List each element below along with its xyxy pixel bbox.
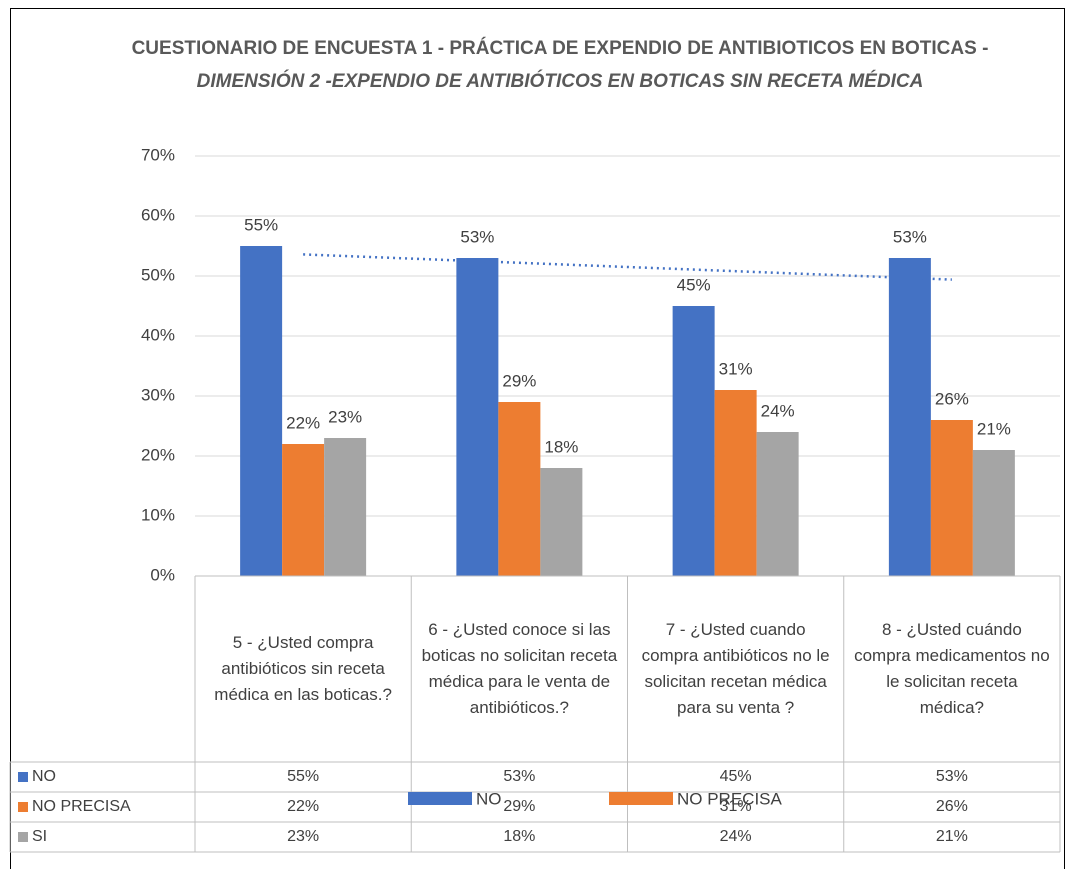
bar — [888, 258, 931, 576]
table-row-label: NO PRECISA — [32, 798, 131, 815]
table-cell: 21% — [935, 828, 968, 845]
y-tick-label: 60% — [141, 205, 175, 224]
chart-subtitle: DIMENSIÓN 2 -EXPENDIO DE ANTIBIÓTICOS EN… — [196, 71, 924, 92]
data-label: 53% — [460, 227, 494, 246]
bar — [930, 420, 973, 576]
category-label: 5 - ¿Usted compra antibióticos sin recet… — [214, 633, 392, 704]
y-tick-label: 0% — [150, 565, 175, 584]
table-cell: 55% — [287, 768, 320, 785]
category-label: 6 - ¿Usted conoce si las boticas no soli… — [421, 620, 618, 717]
table-cell: 24% — [719, 828, 752, 845]
data-label: 55% — [244, 215, 278, 234]
category-label: 7 - ¿Usted cuando compra antibióticos no… — [641, 620, 830, 717]
table-cell: 29% — [503, 798, 536, 815]
table-row-label: NO — [32, 768, 56, 785]
y-tick-label: 10% — [141, 505, 175, 524]
bar — [498, 402, 541, 576]
legend-swatch — [408, 792, 472, 805]
bar — [324, 438, 367, 576]
category-label: 8 - ¿Usted cuándo compra medicamentos no… — [854, 620, 1050, 717]
data-label: 18% — [544, 437, 578, 456]
table-cell: 53% — [503, 768, 536, 785]
table-cell: 18% — [503, 828, 536, 845]
bar — [672, 306, 715, 576]
data-label: 53% — [893, 227, 927, 246]
y-tick-label: 20% — [141, 445, 175, 464]
chart-frame — [10, 8, 1065, 869]
table-cell: 23% — [287, 828, 320, 845]
y-tick-label: 70% — [141, 145, 175, 164]
trendline — [303, 253, 952, 281]
data-label: 22% — [286, 413, 320, 432]
bar — [714, 390, 757, 576]
table-cell: 26% — [935, 798, 968, 815]
table-legend-key — [18, 772, 28, 782]
y-tick-label: 50% — [141, 265, 175, 284]
table-legend-key — [18, 802, 28, 812]
table-cell: 45% — [719, 768, 752, 785]
data-label: 24% — [761, 401, 795, 420]
y-tick-label: 40% — [141, 325, 175, 344]
chart-title-block: CUESTIONARIO DE ENCUESTA 1 - PRÁCTICA DE… — [110, 32, 1010, 98]
bar — [972, 450, 1015, 576]
data-label: 45% — [677, 275, 711, 294]
data-label: 21% — [977, 419, 1011, 438]
table-cell: 31% — [719, 798, 752, 815]
y-tick-label: 30% — [141, 385, 175, 404]
bar — [756, 432, 799, 576]
data-label: 31% — [719, 359, 753, 378]
table-cell: 53% — [935, 768, 968, 785]
bar — [240, 246, 283, 576]
bar — [282, 444, 325, 576]
legend-label: NO — [476, 789, 502, 808]
table-cell: 22% — [287, 798, 320, 815]
data-label: 23% — [328, 407, 362, 426]
data-label: 29% — [502, 371, 536, 390]
bar — [540, 468, 583, 576]
legend-label: NO PRECISA — [677, 789, 783, 808]
legend-swatch — [609, 792, 673, 805]
table-row-label: SI — [32, 828, 48, 845]
chart-title: CUESTIONARIO DE ENCUESTA 1 - PRÁCTICA DE… — [131, 38, 989, 59]
bar — [456, 258, 499, 576]
data-label: 26% — [935, 389, 969, 408]
table-legend-key — [18, 832, 28, 842]
